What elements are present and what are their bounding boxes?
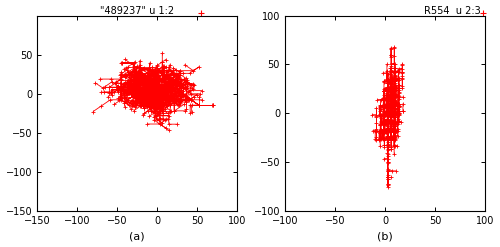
X-axis label: (a): (a) — [130, 231, 145, 242]
Text: "489237" u 1:2: "489237" u 1:2 — [100, 5, 174, 16]
Text: R554  u 2:3: R554 u 2:3 — [424, 5, 481, 16]
X-axis label: (b): (b) — [377, 231, 393, 242]
